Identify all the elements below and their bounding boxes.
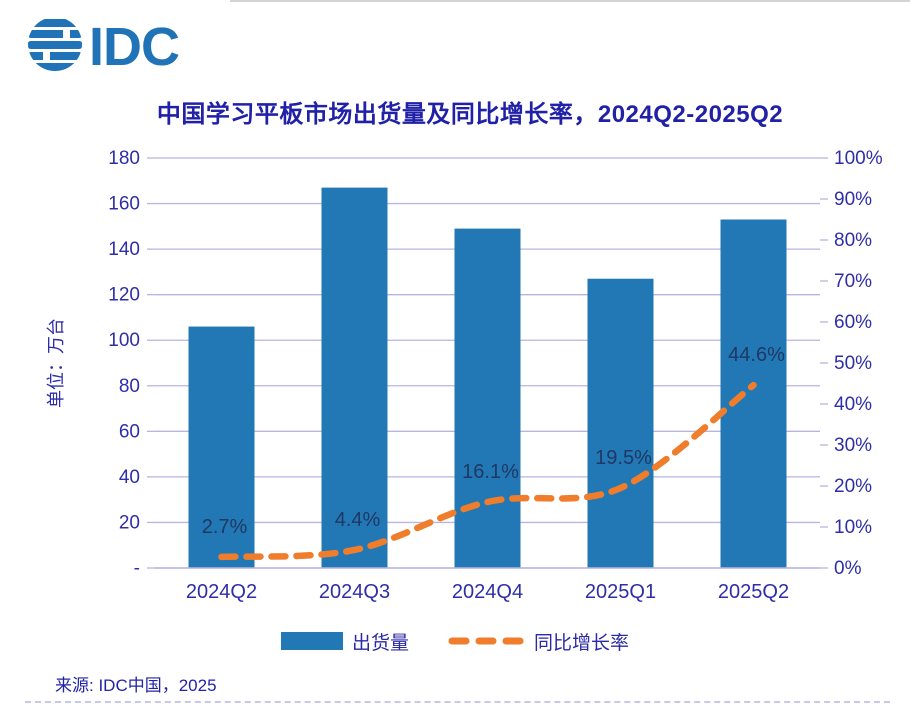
- left-axis-tick-label: 120: [108, 285, 140, 306]
- left-axis-tick-label: 20: [119, 512, 140, 533]
- bar-2025Q1: [587, 278, 654, 568]
- top-crop-artifact: [230, 0, 910, 2]
- left-axis-tick-label: 100: [108, 330, 140, 351]
- growth-rate-line: [218, 381, 757, 561]
- left-axis-tick-label: 40: [119, 467, 140, 488]
- legend: 出货量 同比增长率: [0, 627, 910, 655]
- right-axis-tick-label: 90%: [834, 189, 872, 210]
- bar-2024Q2: [188, 326, 255, 568]
- right-axis-tick-label: 0%: [834, 558, 862, 579]
- legend-bar-swatch-icon: [280, 632, 343, 650]
- y-axis-title: 单位：万台: [46, 318, 66, 408]
- x-axis-label-2025Q1: 2025Q1: [585, 581, 656, 603]
- left-axis-tick-label: 60: [119, 421, 140, 442]
- legend-dashed-line-swatch-icon: [448, 637, 524, 645]
- left-axis-tick-label: 140: [108, 239, 140, 260]
- legend-line-label: 同比增长率: [534, 632, 630, 654]
- left-axis-tick-label: 160: [108, 194, 140, 215]
- right-axis-tick-label: 10%: [834, 517, 872, 538]
- x-axis-label-2024Q2: 2024Q2: [186, 581, 257, 603]
- right-axis-tick-label: 70%: [834, 271, 872, 292]
- right-axis-tick-label: 50%: [834, 353, 872, 374]
- idc-globe-icon: IDC: [28, 17, 180, 77]
- left-axis-tick-label: 80: [119, 376, 140, 397]
- bottom-crop-artifact: [25, 701, 890, 703]
- idc-logo: IDC: [25, 12, 197, 77]
- right-axis-tick-label: 40%: [834, 394, 872, 415]
- x-axis-label-2025Q2: 2025Q2: [718, 581, 789, 603]
- data-label-2025Q2: 44.6%: [728, 344, 785, 366]
- data-label-2024Q4: 16.1%: [462, 461, 519, 483]
- right-axis-tick-label: 20%: [834, 476, 872, 497]
- right-axis-tick-label: 80%: [834, 230, 872, 251]
- left-axis-tick-label: 180: [108, 148, 140, 169]
- chart-plot-area: 180 160 140 120 100 80 60 40 20 - 100% 90% 80% 70% 60%…: [46, 148, 883, 603]
- right-axis-tick-label: 60%: [834, 312, 872, 333]
- bar-2024Q4: [454, 228, 521, 568]
- legend-item-shipments: 出货量: [280, 628, 409, 655]
- right-axis-tick-label: 100%: [834, 148, 883, 169]
- legend-bar-label: 出货量: [351, 632, 409, 654]
- bar-2024Q3: [321, 187, 388, 568]
- idc-logo-text: IDC: [89, 17, 179, 76]
- data-label-2024Q3: 4.4%: [335, 509, 381, 531]
- x-axis-label-2024Q4: 2024Q4: [452, 581, 523, 603]
- legend-item-growth: 同比增长率: [447, 628, 629, 655]
- left-axis-tick-label: -: [134, 558, 140, 579]
- data-label-2024Q2: 2.7%: [202, 516, 248, 538]
- chart-title: 中国学习平板市场出货量及同比增长率，2024Q2-2025Q2: [156, 101, 784, 128]
- data-label-2025Q1: 19.5%: [595, 447, 652, 469]
- bar-2025Q2: [720, 219, 787, 568]
- x-axis-label-2024Q3: 2024Q3: [319, 581, 390, 603]
- source-note: 来源: IDC中国，2025: [55, 676, 217, 695]
- right-axis-tick-label: 30%: [834, 435, 872, 456]
